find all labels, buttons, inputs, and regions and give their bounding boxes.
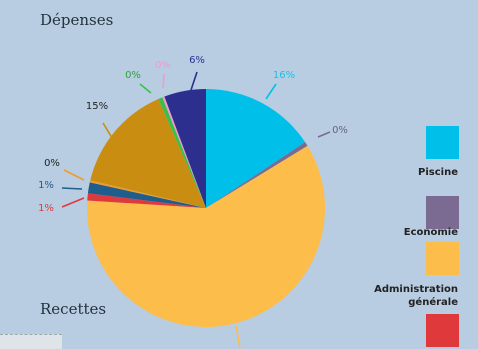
slice-label-6: 15% — [86, 101, 108, 112]
slice-label-7: 0% — [125, 70, 141, 81]
callout-line-1 — [317, 131, 331, 138]
legend-label-0: Piscine — [418, 167, 458, 178]
pie-slice-2 — [87, 145, 326, 328]
chart-title: Dépenses — [40, 11, 114, 29]
pie-slice-9 — [164, 89, 206, 208]
slice-label-5: 0% — [44, 158, 60, 169]
callout-line-2 — [235, 325, 241, 348]
callout-line-8 — [162, 73, 165, 89]
callout-line-6 — [102, 122, 115, 142]
corner-decoration — [0, 334, 62, 349]
legend-swatch-3 — [426, 314, 459, 347]
pie-slice-7 — [158, 97, 206, 208]
pie-slice-4 — [87, 182, 206, 208]
callout-line-3 — [61, 197, 85, 208]
pie-slice-6 — [90, 98, 206, 208]
slice-label-0: 16% — [273, 70, 295, 81]
pie-slice-5 — [89, 180, 206, 208]
legend-swatch-1 — [426, 196, 459, 229]
callout-line-0 — [265, 83, 277, 100]
callout-line-5 — [63, 169, 85, 181]
callout-line-7 — [139, 83, 152, 94]
callout-line-4 — [61, 187, 83, 190]
callout-line-9 — [190, 71, 198, 91]
legend-label-1: Economie — [403, 227, 458, 238]
slice-label-8: 0% — [155, 60, 171, 71]
pie-slice-1 — [206, 142, 308, 208]
pie-slice-3 — [87, 193, 206, 208]
slice-label-1: 0% — [332, 125, 348, 136]
pie-slice-8 — [162, 96, 206, 208]
slice-label-3: 1% — [38, 203, 54, 214]
legend-swatch-2 — [426, 242, 459, 275]
section-title: Recettes — [40, 300, 107, 318]
legend-label-2: Administration générale — [374, 284, 458, 308]
pie-slice-0 — [206, 89, 306, 208]
slice-label-4: 1% — [38, 180, 54, 191]
legend-swatch-0 — [426, 126, 459, 159]
slice-label-9: 6% — [189, 55, 205, 66]
